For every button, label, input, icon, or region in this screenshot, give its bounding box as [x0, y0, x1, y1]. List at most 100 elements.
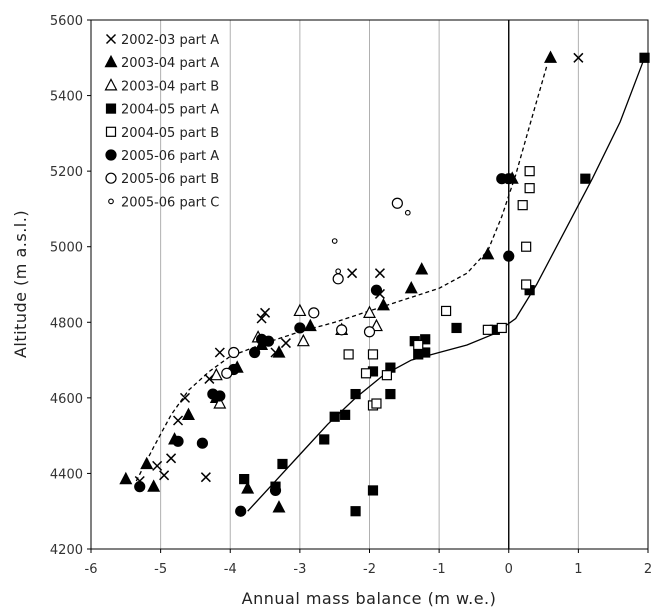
legend-item: 2004-05 part A [105, 103, 219, 118]
legend-item: 2002-03 part A [105, 33, 219, 48]
y-axis-title: Altitude (m a.s.l.) [11, 210, 30, 358]
data-point [196, 437, 208, 449]
legend-marker [108, 198, 114, 205]
data-point [280, 338, 291, 349]
data-point [172, 435, 184, 447]
grid-lines [160, 20, 579, 549]
data-point [272, 500, 286, 513]
data-point [367, 485, 379, 496]
legend-label: 2003-04 part B [121, 79, 219, 94]
legend-marker [105, 172, 117, 184]
data-point [166, 453, 177, 464]
legend-marker [105, 103, 117, 114]
x-tick-label: -2 [363, 562, 376, 577]
data-point [119, 471, 133, 485]
data-point [580, 173, 591, 184]
solid-trend-line [247, 57, 646, 512]
data-point [385, 388, 396, 400]
data-point [369, 318, 383, 332]
legend-marker [104, 78, 118, 91]
data-point [440, 305, 452, 317]
x-tick-label: -4 [224, 562, 237, 577]
data-point [336, 324, 348, 336]
data-point [544, 50, 558, 63]
data-point [420, 334, 431, 345]
data-point [374, 268, 385, 279]
data-point [371, 398, 382, 409]
data-point [370, 284, 383, 296]
data-point [152, 460, 163, 471]
data-point [159, 470, 170, 481]
legend-marker [105, 33, 117, 45]
series-group [343, 166, 535, 411]
data-point [228, 346, 240, 359]
series-group [134, 173, 515, 517]
series-group [331, 209, 411, 275]
y-tick-label: 4200 [50, 543, 83, 558]
data-points [119, 50, 650, 517]
x-tick-label: -1 [433, 562, 446, 577]
data-point [451, 322, 462, 334]
trend-lines [135, 57, 646, 512]
data-point [241, 481, 255, 494]
data-point [179, 392, 191, 403]
data-point [209, 367, 223, 381]
data-point [181, 407, 195, 420]
dashed-trend-line [135, 65, 548, 482]
data-point [521, 279, 532, 290]
data-point [350, 506, 361, 517]
data-point [173, 415, 184, 426]
data-point [272, 345, 286, 358]
data-point [140, 456, 154, 470]
data-point [335, 268, 342, 275]
data-point [147, 479, 161, 492]
x-tick-label: 1 [574, 562, 582, 577]
data-point [573, 52, 584, 63]
data-point [269, 484, 282, 497]
x-tick-label: 2 [644, 562, 651, 577]
data-point [524, 183, 535, 194]
data-point [214, 347, 225, 358]
legend-item: 2005-06 part C [108, 195, 219, 210]
data-point [415, 262, 429, 275]
y-tick-label: 4800 [50, 316, 83, 331]
y-tick-label: 5400 [50, 90, 83, 105]
y-tick-label: 4600 [50, 392, 83, 407]
data-point [213, 396, 227, 409]
data-point [296, 333, 310, 347]
legend-label: 2004-05 part A [121, 103, 219, 118]
data-point [214, 390, 226, 402]
legend-marker [105, 149, 117, 161]
data-point [331, 238, 338, 244]
data-point [294, 322, 306, 334]
data-point [376, 297, 390, 311]
data-point [481, 246, 495, 260]
legend-label: 2005-06 part C [121, 195, 219, 210]
data-point [524, 166, 535, 177]
data-point [413, 339, 424, 351]
data-point [343, 349, 354, 360]
data-point [482, 324, 493, 335]
data-point [363, 305, 376, 318]
data-point [308, 307, 320, 319]
data-point [235, 505, 247, 517]
legend-item: 2003-04 part B [104, 78, 219, 94]
legend: 2002-03 part A 2003-04 part A 2003-04 part… [104, 33, 219, 210]
legend-item: 2003-04 part A [104, 54, 219, 71]
x-tick-label: -6 [85, 562, 98, 577]
y-tick-label: 5200 [50, 165, 83, 180]
data-point [381, 370, 393, 381]
y-tick-label: 5000 [50, 241, 83, 256]
data-point [420, 347, 431, 358]
data-point [293, 303, 307, 317]
data-point [239, 473, 250, 485]
data-point [303, 318, 317, 332]
legend-label: 2004-05 part B [121, 126, 219, 141]
x-tick-label: -3 [293, 562, 306, 577]
data-point [319, 434, 330, 445]
data-point [256, 313, 267, 324]
legend-label: 2003-04 part A [121, 56, 219, 71]
legend-label: 2005-06 part B [121, 172, 219, 187]
